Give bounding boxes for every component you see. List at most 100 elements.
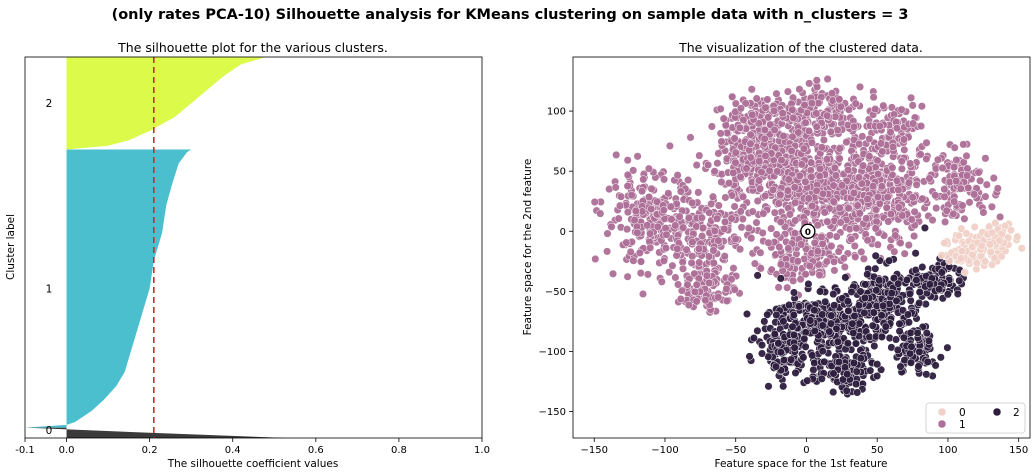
scatter-point-cluster-2	[922, 329, 931, 338]
x-tick-label: −150	[580, 445, 607, 456]
silhouette-plot: The silhouette plot for the various clus…	[5, 40, 490, 470]
legend-marker-1	[937, 419, 947, 429]
scatter-point-cluster-2	[795, 302, 804, 311]
scatter-point-cluster-1	[748, 110, 757, 119]
scatter-point-cluster-1	[863, 236, 872, 245]
scatter-point-cluster-1	[840, 262, 849, 272]
scatter-point-cluster-2	[826, 319, 836, 328]
scatter-point-cluster-0	[1013, 232, 1022, 241]
scatter-point-cluster-1	[705, 278, 714, 287]
scatter-point-cluster-1	[835, 144, 844, 153]
scatter-point-cluster-1	[671, 221, 680, 230]
scatter-point-cluster-2	[851, 339, 860, 348]
scatter-point-cluster-1	[779, 131, 788, 141]
scatter-point-cluster-2	[918, 263, 927, 272]
scatter-point-cluster-2	[943, 290, 952, 299]
scatter-point-cluster-1	[851, 252, 860, 261]
y-tick-label: 100	[547, 107, 566, 118]
scatter-point-cluster-1	[940, 192, 949, 201]
scatter-point-cluster-1	[979, 208, 988, 217]
scatter-point-cluster-1	[673, 171, 682, 180]
scatter-point-cluster-1	[898, 211, 907, 220]
scatter-point-cluster-1	[925, 174, 934, 183]
scatter-point-cluster-1	[746, 130, 755, 139]
silhouette-cluster-1	[25, 149, 192, 428]
scatter-point-cluster-2	[885, 256, 894, 265]
cluster-label-0: 0	[46, 425, 53, 437]
scatter-point-cluster-2	[843, 339, 852, 348]
scatter-point-cluster-1	[801, 270, 810, 279]
scatter-point-cluster-1	[720, 224, 729, 233]
scatter-point-cluster-2	[923, 357, 932, 366]
scatter-point-cluster-1	[812, 76, 821, 85]
scatter-point-cluster-1	[709, 246, 718, 255]
scatter-point-cluster-1	[722, 284, 731, 293]
legend-label-2: 2	[1013, 407, 1020, 419]
scatter-point-cluster-2	[905, 289, 915, 298]
scatter-point-cluster-1	[768, 185, 778, 194]
scatter-point-cluster-1	[804, 126, 814, 136]
scatter-point-cluster-1	[738, 214, 747, 224]
scatter-point-cluster-1	[671, 273, 680, 282]
scatter-point-cluster-1	[859, 161, 868, 170]
scatter-point-cluster-1	[822, 257, 831, 266]
scatter-point-cluster-2	[915, 288, 924, 297]
scatter-point-cluster-2	[911, 249, 920, 258]
scatter-point-cluster-2	[821, 297, 830, 306]
scatter-point-cluster-1	[844, 204, 853, 213]
scatter-point-cluster-2	[779, 382, 788, 391]
scatter-point-cluster-1	[784, 244, 793, 253]
scatter-point-cluster-1	[858, 132, 867, 141]
scatter-point-cluster-1	[807, 138, 816, 147]
scatter-point-cluster-2	[892, 296, 901, 305]
scatter-point-cluster-1	[694, 188, 703, 197]
scatter-point-cluster-1	[760, 134, 769, 143]
scatter-point-cluster-1	[742, 164, 751, 173]
cluster-labels: 0 1 2	[46, 98, 53, 437]
scatter-point-cluster-1	[952, 177, 961, 186]
scatter-point-cluster-2	[790, 343, 799, 352]
x-tick-label: 0.4	[225, 445, 241, 456]
scatter-point-cluster-2	[855, 319, 864, 328]
scatter-point-cluster-0	[988, 228, 997, 237]
scatter-point-cluster-1	[717, 177, 726, 187]
scatter-point-cluster-2	[922, 370, 931, 379]
scatter-point-cluster-1	[590, 197, 599, 207]
scatter-point-cluster-1	[714, 293, 723, 302]
scatter-point-cluster-1	[659, 256, 668, 265]
scatter-point-cluster-1	[962, 171, 972, 180]
scatter-point-cluster-1	[687, 258, 696, 267]
y-tick-label: −150	[539, 407, 566, 418]
scatter-point-cluster-1	[912, 180, 921, 189]
scatter-point-cluster-1	[778, 109, 787, 118]
scatter-point-cluster-1	[752, 218, 761, 227]
scatter-point-cluster-1	[907, 215, 916, 224]
scatter-point-cluster-1	[797, 240, 806, 249]
scatter-point-cluster-2	[893, 345, 902, 355]
scatter-point-cluster-1	[854, 173, 864, 182]
scatter-point-cluster-1	[676, 187, 685, 196]
scatter-point-cluster-2	[760, 317, 769, 326]
scatter-point-cluster-2	[906, 349, 915, 358]
scatter-point-cluster-1	[614, 214, 623, 223]
scatter-point-cluster-1	[603, 247, 612, 256]
scatter-point-cluster-1	[647, 204, 656, 214]
scatter-point-cluster-1	[697, 213, 706, 222]
scatter-point-cluster-1	[958, 201, 967, 210]
scatter-point-cluster-1	[910, 207, 919, 216]
scatter-point-cluster-1	[714, 236, 723, 245]
scatter-point-cluster-1	[722, 296, 731, 305]
scatter-point-cluster-1	[643, 270, 652, 279]
scatter-y-axis: −150 −100 −50 0 50 100	[539, 107, 573, 418]
scatter-point-cluster-1	[746, 153, 755, 162]
scatter-point-cluster-1	[747, 234, 756, 243]
scatter-point-cluster-1	[623, 225, 632, 234]
scatter-point-cluster-1	[692, 280, 701, 289]
figure-suptitle: (only rates PCA-10) Silhouette analysis …	[112, 7, 909, 23]
scatter-point-cluster-2	[887, 289, 896, 298]
scatter-point-cluster-2	[936, 353, 945, 362]
scatter-point-cluster-1	[963, 164, 972, 173]
scatter-point-cluster-1	[932, 204, 941, 213]
scatter-point-cluster-1	[883, 193, 892, 202]
scatter-point-cluster-1	[716, 104, 725, 113]
